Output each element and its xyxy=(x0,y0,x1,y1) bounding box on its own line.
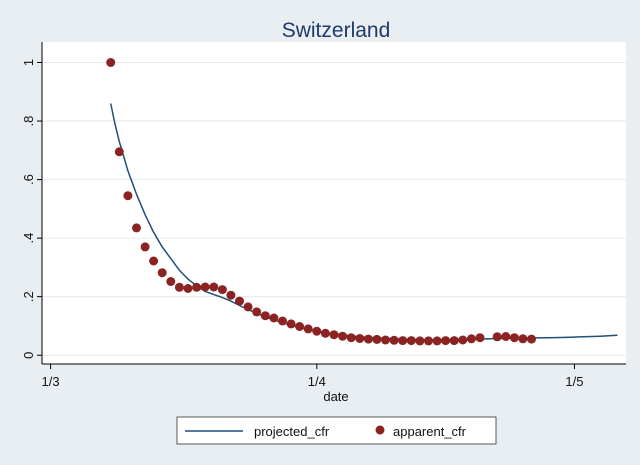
data-point-apparent-cfr xyxy=(338,331,348,341)
y-tick-label: .8 xyxy=(21,116,36,127)
data-point-apparent-cfr xyxy=(269,313,279,323)
data-point-apparent-cfr xyxy=(243,302,253,312)
data-point-apparent-cfr xyxy=(192,282,202,292)
data-point-apparent-cfr xyxy=(329,330,339,340)
data-point-apparent-cfr xyxy=(458,335,468,345)
y-tick-label: 0 xyxy=(21,352,36,359)
y-tick-label: .2 xyxy=(21,291,36,302)
data-point-apparent-cfr xyxy=(441,336,451,346)
data-point-apparent-cfr xyxy=(406,336,416,346)
data-point-apparent-cfr xyxy=(157,268,167,278)
y-tick-label: .4 xyxy=(21,233,36,244)
plot-area xyxy=(42,42,626,364)
data-point-apparent-cfr xyxy=(466,334,476,344)
data-point-apparent-cfr xyxy=(346,333,356,343)
data-point-apparent-cfr xyxy=(449,336,459,346)
data-point-apparent-cfr xyxy=(183,284,193,293)
data-point-apparent-cfr xyxy=(149,256,159,266)
data-point-apparent-cfr xyxy=(123,191,133,201)
data-point-apparent-cfr xyxy=(140,242,150,252)
data-point-apparent-cfr xyxy=(252,307,262,317)
y-tick-label: .6 xyxy=(21,174,36,185)
data-point-apparent-cfr xyxy=(398,336,408,346)
data-point-apparent-cfr xyxy=(432,336,442,346)
data-point-apparent-cfr xyxy=(389,335,399,345)
data-point-apparent-cfr xyxy=(106,58,116,67)
series-layer xyxy=(106,58,618,346)
data-point-apparent-cfr xyxy=(355,334,365,343)
data-point-apparent-cfr xyxy=(166,277,176,286)
data-point-apparent-cfr xyxy=(492,332,502,342)
data-point-apparent-cfr xyxy=(372,334,382,344)
data-point-apparent-cfr xyxy=(509,333,519,343)
data-point-apparent-cfr xyxy=(475,333,485,343)
data-point-apparent-cfr xyxy=(174,282,184,292)
data-point-apparent-cfr xyxy=(363,334,373,344)
x-tick-label: 1/5 xyxy=(565,374,583,389)
legend: projected_cfr apparent_cfr xyxy=(176,416,497,445)
chart-title: Switzerland xyxy=(282,19,391,42)
data-point-apparent-cfr xyxy=(415,336,425,346)
data-point-apparent-cfr xyxy=(320,328,330,338)
data-point-apparent-cfr xyxy=(424,336,433,346)
data-point-apparent-cfr xyxy=(114,147,124,157)
y-tick-label: 1 xyxy=(21,59,36,66)
data-point-apparent-cfr xyxy=(381,335,390,345)
x-axis-label: date xyxy=(323,389,348,404)
data-point-apparent-cfr xyxy=(235,296,244,306)
data-point-apparent-cfr xyxy=(209,282,219,292)
data-point-apparent-cfr xyxy=(527,334,536,344)
grid-lines xyxy=(42,61,626,356)
data-point-apparent-cfr xyxy=(278,316,287,326)
legend-apparent-label: apparent_cfr xyxy=(393,424,467,439)
data-point-apparent-cfr xyxy=(295,322,305,331)
data-point-apparent-cfr xyxy=(200,282,210,292)
data-point-apparent-cfr xyxy=(217,285,227,295)
data-point-apparent-cfr xyxy=(518,334,528,344)
data-point-apparent-cfr xyxy=(132,223,141,233)
data-point-apparent-cfr xyxy=(260,311,270,321)
axes: 0 .2 .4 .6 .8 1 1/3 1/4 1/5 xyxy=(21,42,626,389)
legend-apparent-marker xyxy=(375,425,385,435)
x-tick-label: 1/3 xyxy=(42,374,60,389)
data-point-apparent-cfr xyxy=(286,319,296,329)
data-point-apparent-cfr xyxy=(303,324,313,334)
legend-projected-label: projected_cfr xyxy=(254,424,330,439)
data-point-apparent-cfr xyxy=(226,290,236,300)
x-tick-label: 1/4 xyxy=(308,374,326,389)
data-point-apparent-cfr xyxy=(501,332,511,341)
data-point-apparent-cfr xyxy=(312,326,322,336)
